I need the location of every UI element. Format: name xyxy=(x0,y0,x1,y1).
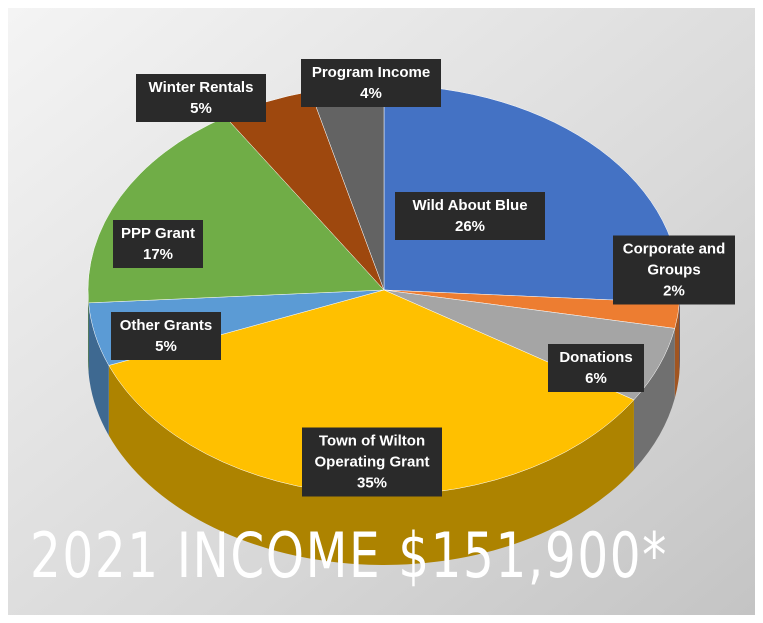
data-label: Winter Rentals 5% xyxy=(136,74,266,122)
category-label: Corporate and Groups xyxy=(622,240,726,279)
category-label: Town of Wilton Operating Grant xyxy=(314,432,430,471)
value-label: 2% xyxy=(663,282,685,300)
data-label: Wild About Blue 26% xyxy=(395,192,545,240)
value-label: 35% xyxy=(356,474,388,492)
category-label: Donations xyxy=(559,349,633,366)
category-label: Other Grants xyxy=(119,317,213,334)
slice-side xyxy=(88,302,109,436)
category-label: Program Income xyxy=(311,64,431,81)
category-label: Winter Rentals xyxy=(148,79,254,96)
data-label: Corporate and Groups 2% xyxy=(613,235,735,305)
data-label: Program Income 4% xyxy=(301,59,441,107)
slice-side xyxy=(679,290,680,373)
value-label: 5% xyxy=(190,100,212,117)
value-label: 5% xyxy=(155,338,177,355)
data-label: Donations 6% xyxy=(548,344,644,392)
slice-side xyxy=(633,328,675,470)
data-label: PPP Grant 17% xyxy=(113,220,203,268)
slice-side xyxy=(674,302,680,399)
slice-side xyxy=(88,290,89,373)
value-label: 26% xyxy=(454,218,486,235)
category-label: PPP Grant xyxy=(121,225,195,242)
slice-side xyxy=(108,365,634,565)
chart-title: 2021 INCOME $151,900* xyxy=(30,519,668,592)
data-label: Town of Wilton Operating Grant 35% xyxy=(302,427,442,497)
value-label: 4% xyxy=(360,85,382,102)
value-label: 17% xyxy=(142,246,174,263)
data-label: Other Grants 5% xyxy=(111,312,221,360)
pie xyxy=(87,84,681,565)
category-label: Wild About Blue xyxy=(412,197,528,214)
value-label: 6% xyxy=(585,370,607,387)
